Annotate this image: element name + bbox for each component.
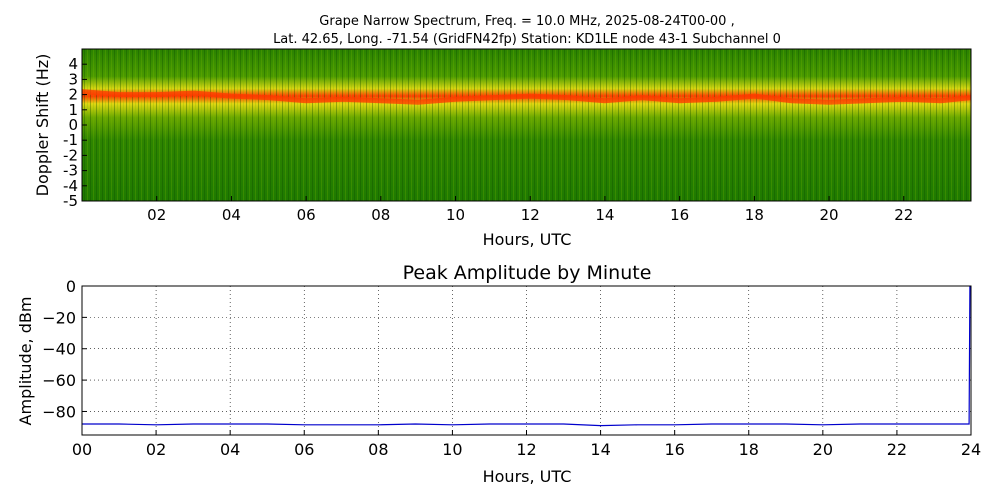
spectrum-ytick-label: 2	[68, 86, 78, 104]
spectrum-xtick-label: 12	[521, 206, 540, 224]
spectrum-title-line2: Lat. 42.65, Long. -71.54 (GridFN42fp) St…	[273, 32, 781, 47]
amplitude-xlabel: Hours, UTC	[483, 467, 572, 486]
amplitude-ytick-label: −60	[42, 371, 76, 390]
spectrum-xtick-label: 10	[446, 206, 465, 224]
spectrum-ylabel: Doppler Shift (Hz)	[33, 54, 52, 197]
amplitude-xtick-label: 12	[516, 440, 536, 459]
doppler-ridge	[82, 89, 971, 105]
amplitude-xtick-label: 22	[887, 440, 907, 459]
amplitude-xtick-label: 14	[590, 440, 610, 459]
amplitude-xtick-label: 24	[961, 440, 981, 459]
spectrum-xtick-label: 02	[147, 206, 166, 224]
amplitude-xtick-label: 06	[294, 440, 314, 459]
amplitude-axes: 00 02 04 06 08 10 12 14 16 18 20 22 24 0 −20 −40 −60 −80	[42, 277, 981, 459]
amplitude-xtick-label: 02	[146, 440, 166, 459]
spectrum-ytick-label: -3	[63, 162, 78, 180]
spectrum-ytick-label: -4	[63, 177, 78, 195]
spectrogram-noise	[82, 49, 971, 201]
spectrum-xtick-label: 04	[222, 206, 241, 224]
spectrum-xlabel: Hours, UTC	[483, 230, 572, 249]
amplitude-ytick-label: 0	[66, 277, 76, 296]
spectrum-xtick-label: 22	[894, 206, 913, 224]
amplitude-xtick-label: 10	[442, 440, 462, 459]
spectrum-xtick-label: 20	[820, 206, 839, 224]
amplitude-ytick-label: −20	[42, 308, 76, 327]
spectrum-ytick-label: 0	[68, 116, 78, 134]
spectrum-ytick-label: -2	[63, 146, 78, 164]
amplitude-ytick-label: −80	[42, 402, 76, 421]
spectrum-xtick-label: 18	[745, 206, 764, 224]
amplitude-ytick-label: −40	[42, 340, 76, 359]
amplitude-xtick-label: 16	[664, 440, 684, 459]
spectrum-xtick-label: 16	[670, 206, 689, 224]
amplitude-grid	[81, 285, 972, 435]
spectrum-xtick-label: 06	[297, 206, 316, 224]
amplitude-xtick-label: 08	[368, 440, 388, 459]
amplitude-title: Peak Amplitude by Minute	[403, 262, 652, 284]
amplitude-ylabel: Amplitude, dBm	[16, 297, 35, 426]
amplitude-series-line	[82, 285, 971, 427]
amplitude-xtick-label: 04	[220, 440, 240, 459]
amplitude-xtick-label: 20	[813, 440, 833, 459]
spectrogram-plot	[82, 49, 971, 201]
amplitude-xtick-label: 18	[739, 440, 759, 459]
spectrum-ytick-label: 3	[68, 70, 78, 88]
spectrum-ytick-label: -5	[63, 192, 78, 210]
spectrum-ytick-label: 1	[68, 101, 78, 119]
amplitude-frame	[81, 285, 972, 436]
spectrum-ytick-label: -1	[63, 131, 78, 149]
spectrum-xtick-label: 08	[371, 206, 390, 224]
spectrum-title-line1: Grape Narrow Spectrum, Freq. = 10.0 MHz,…	[319, 14, 734, 29]
amplitude-xtick-label: 00	[72, 440, 92, 459]
spectrum-ytick-label: 4	[68, 55, 78, 73]
spectrum-xtick-label: 14	[595, 206, 614, 224]
